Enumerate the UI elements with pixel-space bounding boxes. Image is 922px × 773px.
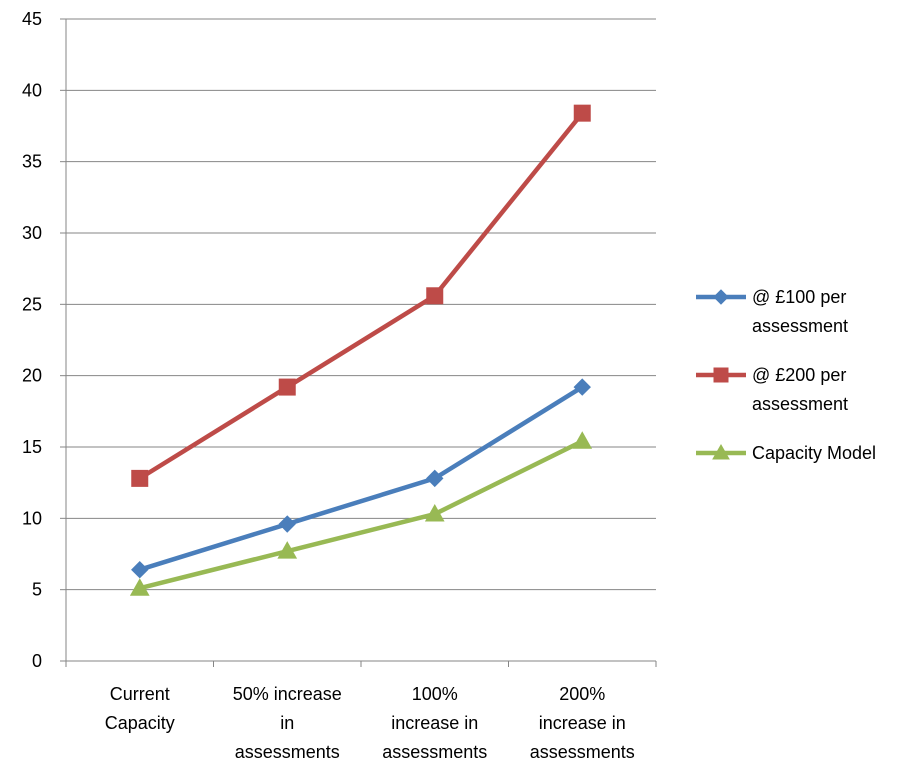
series-2 — [131, 104, 591, 487]
data-point-diamond — [278, 515, 296, 533]
y-tick-label: 35 — [22, 152, 42, 172]
data-point-diamond — [713, 289, 729, 305]
data-point-triangle — [277, 541, 298, 559]
x-tick-label: 100% increase in assessments — [382, 684, 487, 762]
data-point-diamond — [573, 378, 591, 396]
series-3 — [129, 431, 593, 596]
x-tick-label-line: assessments — [530, 742, 635, 762]
x-tick-label-line: Capacity — [105, 713, 175, 733]
data-point-square — [713, 367, 729, 383]
x-tick-label-line: increase in — [539, 713, 626, 733]
axes — [60, 18, 657, 667]
gridlines — [66, 18, 656, 591]
legend-item-2: @ £200 per assessment — [696, 365, 848, 414]
x-tick-label-line: 200% — [559, 684, 605, 704]
y-tick-label: 0 — [32, 651, 42, 671]
legend-label: @ £200 per assessment — [752, 365, 848, 414]
series-line — [137, 439, 585, 591]
x-axis-ticks: Current Capacity 50% increase in assessments… — [105, 684, 635, 762]
data-point-diamond — [131, 560, 149, 579]
legend-label-line: assessment — [752, 394, 848, 414]
legend-label-line: @ £200 per — [752, 365, 846, 385]
legend-label: @ £100 per assessment — [752, 287, 848, 336]
data-point-square — [278, 378, 296, 396]
legend-label-line: assessment — [752, 316, 848, 336]
legend-label: Capacity Model — [752, 443, 876, 463]
series-line — [137, 384, 585, 572]
y-tick-label: 5 — [32, 580, 42, 600]
data-point-triangle — [424, 504, 445, 522]
y-tick-label: 40 — [22, 80, 42, 100]
x-tick-label-line: increase in — [391, 713, 478, 733]
y-axis-ticks: 0 5 10 15 20 25 30 35 40 45 — [22, 9, 42, 671]
data-point-triangle — [712, 443, 730, 460]
data-point-square — [426, 287, 444, 305]
legend-item-1: @ £100 per assessment — [696, 287, 848, 336]
x-tick-label: 50% increase in assessments — [233, 684, 342, 762]
series-layer — [129, 104, 593, 596]
data-point-square — [131, 469, 149, 487]
data-point-diamond — [426, 469, 444, 488]
legend-item-3: Capacity Model — [696, 443, 876, 463]
x-tick-label-line: 50% increase — [233, 684, 342, 704]
y-tick-label: 30 — [22, 223, 42, 243]
x-tick-label-line: assessments — [235, 742, 340, 762]
series-line — [137, 110, 585, 481]
data-point-triangle — [129, 578, 150, 596]
y-tick-label: 45 — [22, 9, 42, 29]
x-tick-label: Current Capacity — [105, 684, 175, 733]
x-tick-label: 200% increase in assessments — [530, 684, 635, 762]
x-tick-label-line: 100% — [412, 684, 458, 704]
legend-label-line: @ £100 per — [752, 287, 846, 307]
data-point-square — [573, 104, 591, 122]
legend: @ £100 per assessment @ £200 per assessment… — [696, 287, 876, 463]
x-tick-label-line: assessments — [382, 742, 487, 762]
x-tick-label-line: Current — [110, 684, 170, 704]
y-tick-label: 10 — [22, 508, 42, 528]
series-1 — [131, 378, 591, 579]
y-tick-label: 15 — [22, 437, 42, 457]
legend-label-line: Capacity Model — [752, 443, 876, 463]
x-tick-label-line: in — [280, 713, 294, 733]
y-tick-label: 20 — [22, 366, 42, 386]
data-point-triangle — [572, 431, 593, 449]
y-tick-label: 25 — [22, 294, 42, 314]
